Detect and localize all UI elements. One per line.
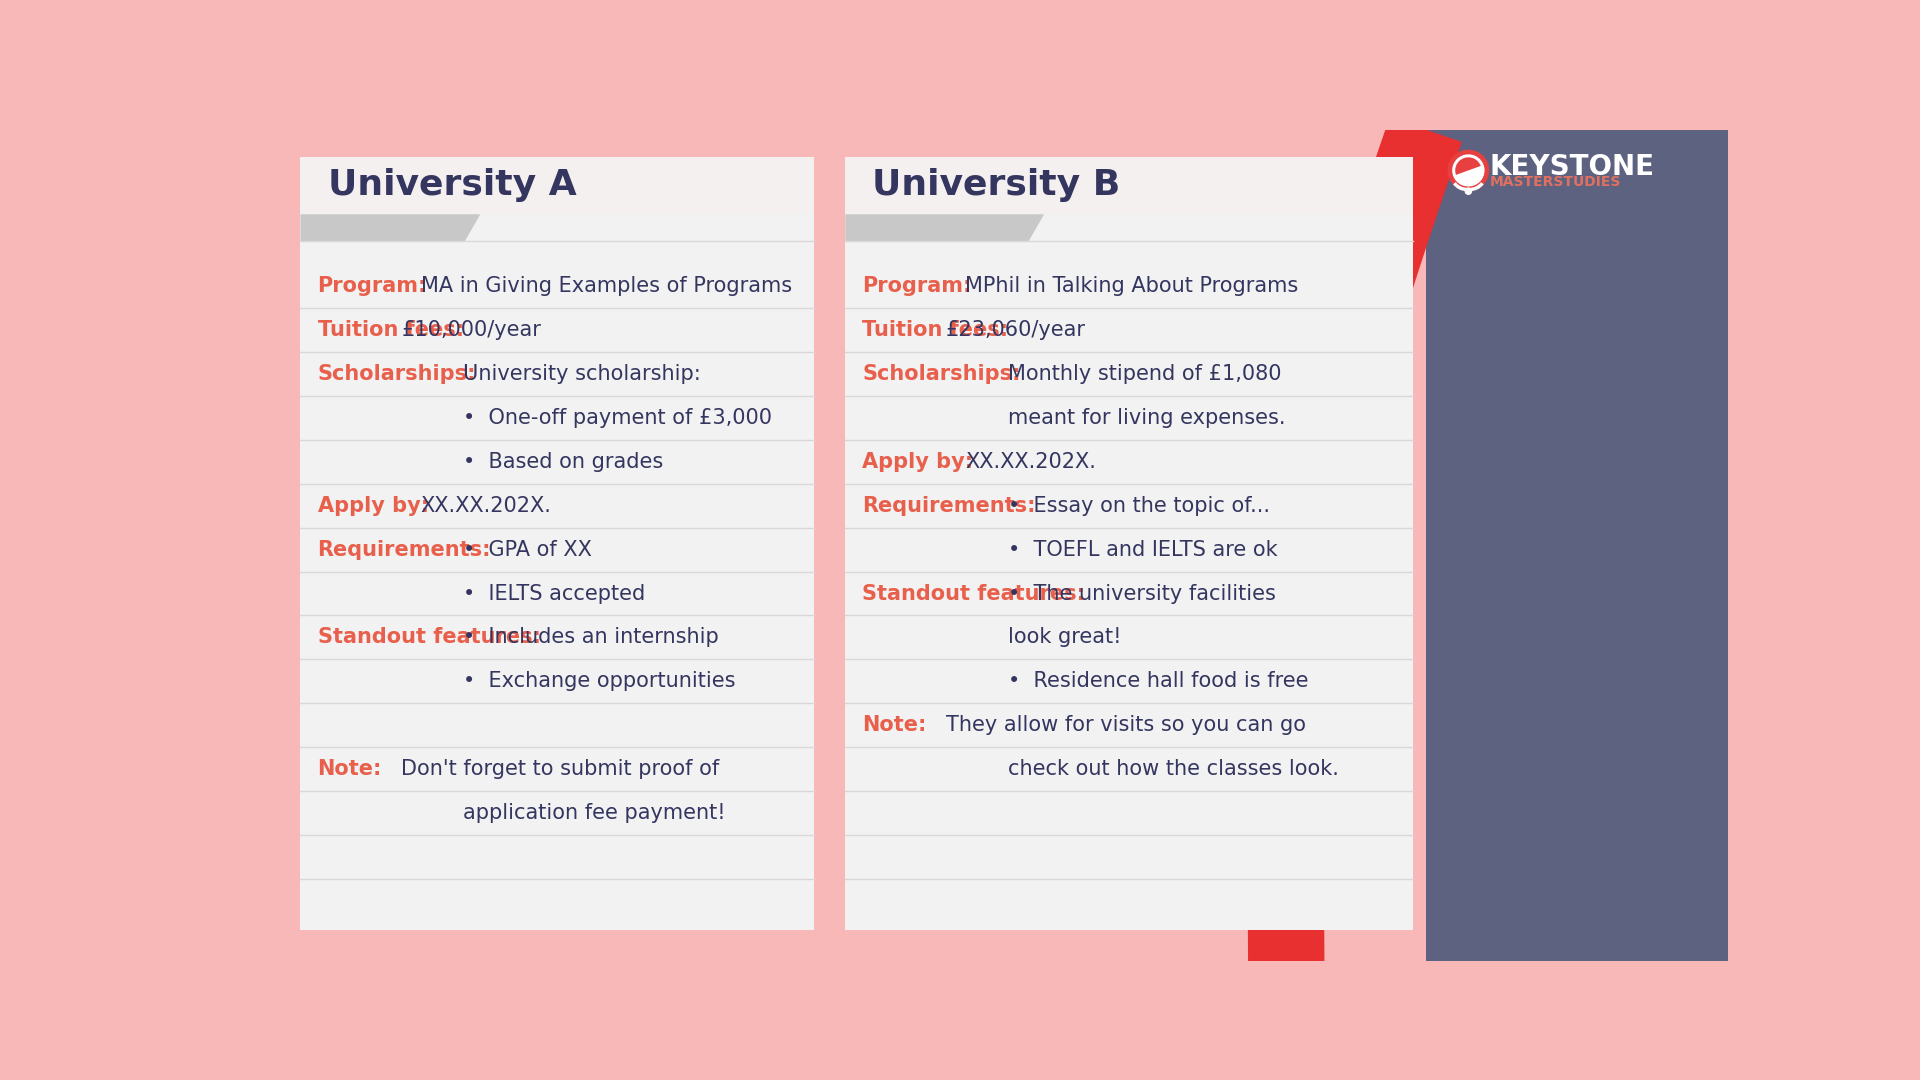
Text: MPhil in Talking About Programs: MPhil in Talking About Programs [966,276,1298,296]
FancyBboxPatch shape [845,747,1413,791]
Text: •  IELTS accepted: • IELTS accepted [463,583,645,604]
Text: £10,000/year: £10,000/year [401,320,541,340]
Text: University B: University B [872,168,1121,202]
Text: meant for living expenses.: meant for living expenses. [1008,408,1286,428]
FancyBboxPatch shape [845,157,1413,214]
Text: Requirements:: Requirements: [862,496,1035,516]
Text: Standout features:: Standout features: [317,627,541,647]
Text: •  Includes an internship: • Includes an internship [463,627,718,647]
Text: Tuition fees:: Tuition fees: [317,320,463,340]
FancyBboxPatch shape [845,440,1413,484]
Text: MA in Giving Examples of Programs: MA in Giving Examples of Programs [420,276,791,296]
FancyBboxPatch shape [845,352,1413,396]
FancyBboxPatch shape [300,157,814,214]
FancyBboxPatch shape [845,660,1413,703]
Wedge shape [1455,158,1480,175]
FancyBboxPatch shape [300,703,814,747]
Polygon shape [845,214,1044,241]
Text: Requirements:: Requirements: [317,540,492,559]
Text: Scholarships:: Scholarships: [317,364,476,384]
Text: •  Exchange opportunities: • Exchange opportunities [463,672,735,691]
Text: Note:: Note: [317,759,382,779]
FancyBboxPatch shape [300,265,814,308]
FancyBboxPatch shape [845,571,1413,616]
FancyBboxPatch shape [845,616,1413,660]
Text: •  TOEFL and IELTS are ok: • TOEFL and IELTS are ok [1008,540,1277,559]
Text: Program:: Program: [862,276,972,296]
Text: Monthly stipend of £1,080: Monthly stipend of £1,080 [1008,364,1281,384]
Text: •  GPA of XX: • GPA of XX [463,540,591,559]
FancyBboxPatch shape [845,484,1413,528]
Text: •  Based on grades: • Based on grades [463,451,664,472]
Text: XX.XX.202X.: XX.XX.202X. [420,496,551,516]
Text: Standout features:: Standout features: [862,583,1085,604]
Text: look great!: look great! [1008,627,1121,647]
FancyBboxPatch shape [845,265,1413,308]
Text: Apply by:: Apply by: [862,451,973,472]
Text: They allow for visits so you can go: They allow for visits so you can go [947,715,1306,735]
Text: •  Residence hall food is free: • Residence hall food is free [1008,672,1309,691]
Circle shape [1448,150,1488,190]
FancyBboxPatch shape [845,308,1413,352]
Text: Don't forget to submit proof of: Don't forget to submit proof of [401,759,720,779]
Text: University scholarship:: University scholarship: [463,364,701,384]
FancyBboxPatch shape [845,791,1413,835]
FancyBboxPatch shape [300,172,814,930]
FancyBboxPatch shape [300,440,814,484]
Circle shape [1465,188,1471,194]
FancyBboxPatch shape [300,528,814,571]
FancyBboxPatch shape [845,835,1413,879]
Text: MASTERSTUDIES: MASTERSTUDIES [1490,175,1620,189]
FancyBboxPatch shape [1427,130,1728,961]
Text: KEYSTONE: KEYSTONE [1490,152,1655,180]
Text: XX.XX.202X.: XX.XX.202X. [966,451,1096,472]
Text: Tuition fees:: Tuition fees: [862,320,1008,340]
Circle shape [1453,156,1484,186]
Text: Note:: Note: [862,715,927,735]
FancyBboxPatch shape [845,396,1413,440]
Text: •  The university facilities: • The university facilities [1008,583,1277,604]
Polygon shape [300,214,480,241]
Text: University A: University A [328,168,576,202]
FancyBboxPatch shape [300,747,814,791]
Text: Program:: Program: [317,276,426,296]
FancyBboxPatch shape [300,616,814,660]
FancyBboxPatch shape [300,660,814,703]
Text: application fee payment!: application fee payment! [463,802,726,823]
FancyBboxPatch shape [845,172,1413,930]
FancyBboxPatch shape [845,528,1413,571]
FancyBboxPatch shape [845,703,1413,747]
FancyBboxPatch shape [300,396,814,440]
FancyBboxPatch shape [300,835,814,879]
Text: check out how the classes look.: check out how the classes look. [1008,759,1338,779]
FancyBboxPatch shape [300,352,814,396]
Text: •  Essay on the topic of...: • Essay on the topic of... [1008,496,1269,516]
Text: •  One-off payment of £3,000: • One-off payment of £3,000 [463,408,772,428]
Text: Apply by:: Apply by: [317,496,428,516]
FancyBboxPatch shape [300,571,814,616]
FancyBboxPatch shape [300,308,814,352]
Text: Scholarships:: Scholarships: [862,364,1021,384]
FancyBboxPatch shape [300,791,814,835]
FancyBboxPatch shape [300,484,814,528]
Text: £23,060/year: £23,060/year [947,320,1087,340]
